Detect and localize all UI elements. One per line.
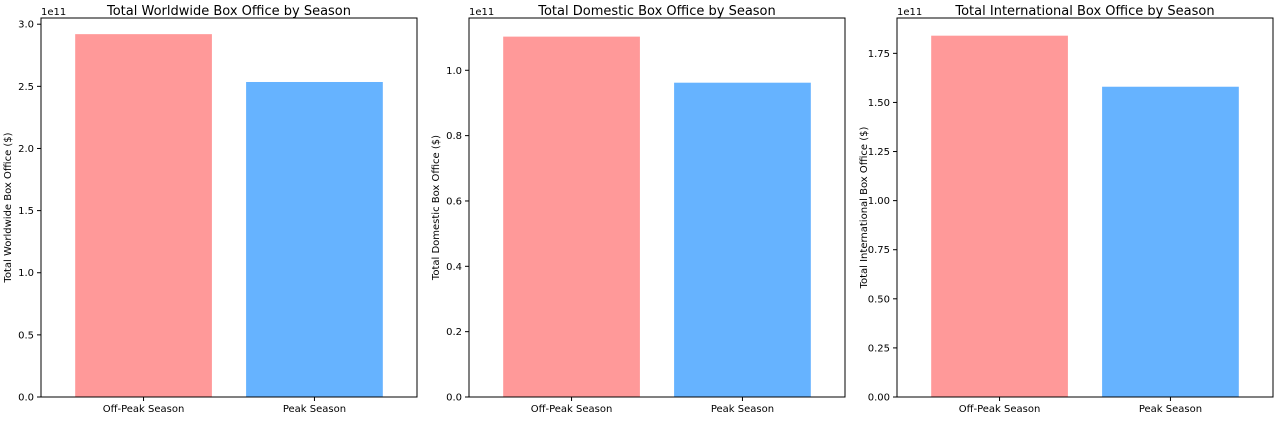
- y-axis-label: Total International Box Office ($): [859, 126, 870, 289]
- plot-frame: [468, 17, 846, 398]
- bar-peak-season: [246, 81, 383, 397]
- axis-offset-label: 1e11: [897, 7, 922, 18]
- y-tick-label: 0.50: [868, 294, 890, 305]
- y-tick-label: 0.6: [446, 196, 462, 207]
- y-axis-label: Total Worldwide Box Office ($): [3, 132, 14, 283]
- y-tick-label: 1.25: [868, 147, 890, 158]
- y-tick-label: 1.0: [446, 66, 462, 77]
- y-tick-label: 1.5: [18, 206, 34, 217]
- y-tick-label: 0.25: [868, 343, 890, 354]
- x-tick-label: Off-Peak Season: [531, 404, 613, 415]
- x-tick-label: Peak Season: [1139, 404, 1202, 415]
- chart-panel-2: 0.0 0.2 0.4 0.6 0.8 1.0 Off-Peak Season Peak Se…: [431, 4, 846, 415]
- bar-off-peak-season: [75, 34, 212, 397]
- chart-panel-3: 0.00 0.25 0.50 0.75 1.00 1.25 1.50 1.75 Off-Peak…: [859, 4, 1274, 415]
- x-tick-label: Off-Peak Season: [103, 404, 185, 415]
- bar-off-peak-season: [503, 36, 640, 397]
- x-tick-label: Peak Season: [283, 404, 346, 415]
- y-tick-label: 1.75: [868, 49, 890, 60]
- bar-peak-season: [1102, 86, 1239, 398]
- y-tick-label: 0.75: [868, 245, 890, 256]
- y-tick-label: 2.0: [18, 144, 34, 155]
- y-tick-label: 2.5: [18, 82, 34, 93]
- y-tick-label: 0.0: [446, 393, 462, 404]
- chart-title: Total Worldwide Box Office by Season: [106, 4, 351, 19]
- y-tick-label: 1.00: [868, 196, 890, 207]
- y-tick-label: 1.50: [868, 98, 890, 109]
- y-tick-label: 0.8: [446, 131, 462, 142]
- y-tick-label: 1.0: [18, 268, 34, 279]
- bar-peak-season: [674, 82, 811, 397]
- y-tick-label: 0.00: [868, 393, 890, 404]
- x-tick-label: Off-Peak Season: [959, 404, 1041, 415]
- y-axis-label: Total Domestic Box Office ($): [431, 135, 442, 281]
- y-tick-label: 0.0: [18, 393, 34, 404]
- y-tick-label: 3.0: [18, 20, 34, 31]
- y-tick-label: 0.2: [446, 327, 462, 338]
- plot-frame: [40, 17, 418, 398]
- axis-offset-label: 1e11: [469, 7, 494, 18]
- plot-frame: [896, 17, 1274, 398]
- chart-title: Total International Box Office by Season: [954, 4, 1214, 19]
- axis-offset-label: 1e11: [41, 7, 66, 18]
- chart-panel-1: 0.0 0.5 1.0 1.5 2.0 2.5 3.0 Off-Peak Season Peak…: [3, 4, 418, 415]
- y-tick-label: 0.4: [446, 262, 462, 273]
- y-tick-label: 0.5: [18, 330, 34, 341]
- x-tick-label: Peak Season: [711, 404, 774, 415]
- chart-title: Total Domestic Box Office by Season: [537, 4, 776, 19]
- bar-off-peak-season: [931, 35, 1068, 397]
